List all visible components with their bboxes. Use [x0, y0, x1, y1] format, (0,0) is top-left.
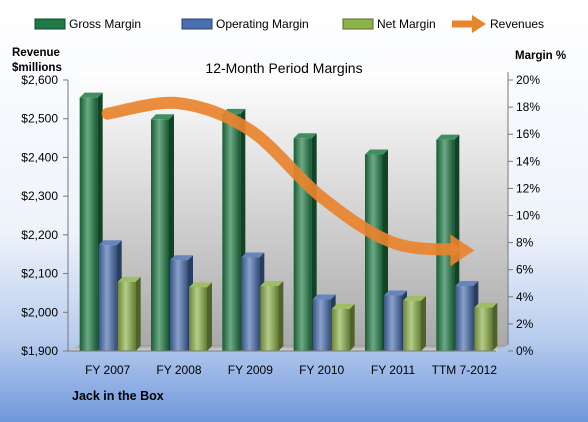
left-tick-label: $2,200 — [21, 228, 58, 242]
gross-margin-bar-front — [151, 119, 169, 351]
gross-margin-bar-front — [79, 97, 98, 352]
left-tick-label: $1,900 — [21, 344, 58, 358]
operating-margin-bar-front — [170, 260, 188, 351]
net-margin-bar — [474, 302, 498, 351]
revenue-line — [101, 96, 475, 267]
right-axis: 0% 2% 4% 6% 8% 10% 12% 14% 16% 18% 20% — [507, 72, 540, 358]
x-tick-label: FY 2010 — [299, 363, 344, 377]
right-tick-label: 18% — [516, 100, 540, 114]
operating-margin-bar-top — [98, 240, 122, 246]
net-margin-bar-side — [349, 303, 355, 351]
operating-margin-bar-top — [170, 255, 193, 261]
left-tick-label: $2,000 — [21, 305, 58, 319]
gross-margin-bar-top — [436, 134, 460, 140]
gross-margin-bar-top — [293, 133, 317, 139]
net-margin-bar-side — [492, 302, 498, 351]
operating-margin-bar-top — [312, 294, 336, 300]
right-tick-label: 10% — [516, 209, 540, 223]
operating-margin-bar-front — [241, 257, 260, 351]
legend-label: Revenues — [490, 17, 544, 31]
operating-margin-bar-top — [384, 290, 407, 296]
net-margin-bar — [260, 280, 284, 351]
bars — [79, 92, 498, 352]
operating-margin-bar-top — [455, 280, 479, 286]
gross-margin-bar-top — [365, 149, 388, 155]
net-margin-bar-side — [207, 282, 212, 351]
right-tick-label: 4% — [516, 290, 534, 304]
x-axis: FY 2007 FY 2008 FY 2009 FY 2010 FY 2011 TTM 7… — [68, 350, 498, 377]
revenues-line — [101, 96, 459, 256]
net-margin-bar — [189, 282, 212, 351]
net-margin-bar-front — [260, 285, 279, 351]
gross-margin-bar-top — [79, 92, 103, 98]
legend-swatch-arrowhead — [472, 15, 486, 33]
right-tick-label: 2% — [516, 317, 534, 331]
net-margin-bar-top — [117, 276, 141, 282]
legend-item-net-margin: Net Margin — [342, 17, 436, 31]
net-margin-bar-top — [331, 303, 355, 309]
operating-margin-bar-top — [241, 252, 265, 258]
gross-margin-bar-front — [222, 113, 241, 351]
legend-label: Operating Margin — [216, 17, 309, 31]
net-margin-bar-top — [260, 280, 284, 286]
gross-margin-bar-front — [365, 154, 383, 351]
left-tick-label: $2,100 — [21, 267, 58, 281]
right-tick-label: 0% — [516, 344, 534, 358]
net-margin-bar — [403, 295, 426, 351]
chart-title: 12-Month Period Margins — [205, 60, 362, 76]
gross-margin-bar-top — [151, 114, 174, 120]
left-tick-label: $2,500 — [21, 112, 58, 126]
chart-caption: Jack in the Box — [72, 389, 164, 403]
x-tick-label: FY 2011 — [371, 363, 416, 377]
left-tick-label: $2,600 — [21, 73, 58, 87]
operating-margin-bar-front — [98, 245, 117, 351]
net-margin-bar-front — [403, 300, 421, 351]
net-margin-bar-front — [189, 287, 207, 351]
legend-swatch — [342, 18, 374, 30]
revenues-arrowhead — [450, 234, 475, 267]
legend-item-operating-margin: Operating Margin — [181, 17, 309, 31]
legend-item-gross-margin: Gross Margin — [34, 17, 141, 31]
x-tick-label: FY 2009 — [228, 363, 273, 377]
net-margin-bar-top — [474, 302, 498, 308]
left-axis-title-line1: Revenue — [12, 47, 60, 59]
legend-swatch — [34, 18, 66, 30]
legend-label: Net Margin — [377, 17, 436, 31]
left-axis: $1,900 $2,000 $2,100 $2,200 $2,300 $2,400 $2,5… — [21, 73, 69, 358]
net-margin-bar-front — [331, 308, 350, 351]
right-axis-title: Margin % — [515, 50, 566, 62]
legend-label: Gross Margin — [69, 17, 141, 31]
x-tick-label: FY 2007 — [85, 363, 130, 377]
net-margin-bar-side — [278, 280, 284, 351]
left-tick-label: $2,300 — [21, 189, 58, 203]
net-margin-bar — [117, 276, 141, 351]
net-margin-bar-side — [421, 295, 426, 351]
net-margin-bar-front — [117, 281, 136, 351]
x-tick-label: TTM 7-2012 — [432, 363, 498, 377]
right-tick-label: 12% — [516, 181, 540, 195]
right-tick-label: 20% — [516, 73, 540, 87]
legend: Gross Margin Operating Margin Net Margin Re… — [34, 15, 544, 33]
operating-margin-bar-front — [455, 285, 474, 351]
net-margin-bar-front — [474, 307, 493, 351]
net-margin-bar-top — [403, 295, 426, 301]
legend-swatch — [181, 18, 213, 30]
operating-margin-bar-front — [312, 299, 331, 351]
right-tick-label: 14% — [516, 154, 540, 168]
net-margin-bar-top — [189, 282, 212, 288]
right-tick-label: 8% — [516, 236, 534, 250]
legend-item-revenues: Revenues — [452, 15, 544, 33]
right-tick-label: 6% — [516, 263, 534, 277]
operating-margin-bar-front — [384, 295, 402, 351]
left-tick-label: $2,400 — [21, 150, 58, 164]
left-axis-title-line2: $millions — [12, 62, 62, 74]
net-margin-bar — [331, 303, 355, 351]
x-tick-label: FY 2008 — [156, 363, 201, 377]
right-tick-label: 16% — [516, 127, 540, 141]
net-margin-bar-side — [135, 276, 141, 351]
